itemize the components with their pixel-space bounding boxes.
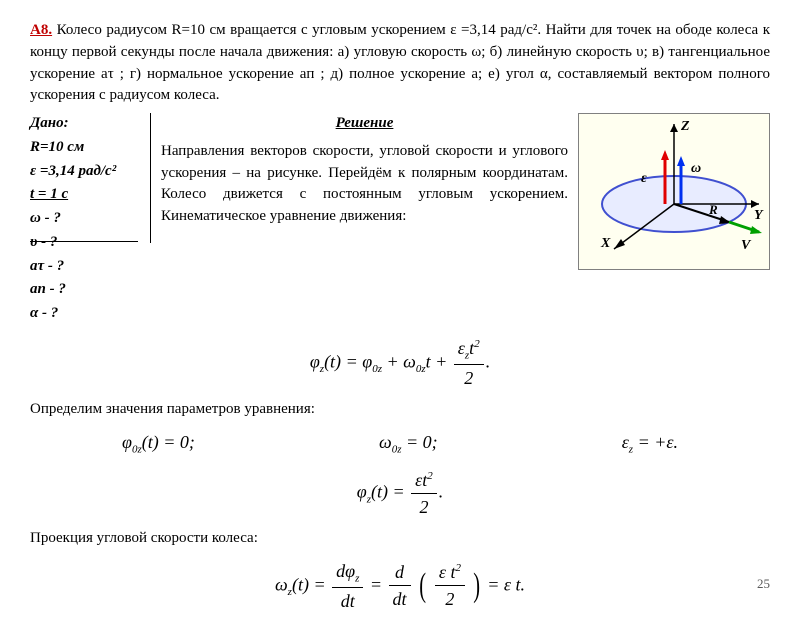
problem-label: А8.: [30, 22, 52, 38]
equation-phi-simplified: φz(t) = εt2 2 .: [30, 467, 770, 520]
axis-x-label: X: [600, 236, 611, 251]
given-q1: ω - ?: [30, 208, 145, 230]
axis-y-label: Y: [754, 208, 764, 223]
solution-title: Решение: [161, 113, 568, 135]
given-q4: aп - ?: [30, 279, 145, 301]
equation-initial-conditions: φ0z(t) = 0; ω0z = 0; εz = +ε.: [30, 429, 770, 459]
given-q5: α - ?: [30, 303, 145, 325]
given-vline: [150, 113, 151, 243]
given-block: Дано: R=10 см ε =3,14 рад/с² t = 1 c ω -…: [30, 113, 151, 327]
line-angular-velocity: Проекция угловой скорости колеса:: [30, 528, 770, 550]
page-number: 25: [757, 575, 770, 594]
given-hline: [30, 241, 138, 242]
r-label: R: [708, 202, 718, 217]
given-t: t = 1 c: [30, 184, 145, 206]
line-define-params: Определим значения параметров уравнения:: [30, 399, 770, 421]
omega-label: ω: [691, 161, 701, 176]
content-row: Дано: R=10 см ε =3,14 рад/с² t = 1 c ω -…: [30, 113, 770, 327]
given-eps: ε =3,14 рад/с²: [30, 161, 145, 183]
given-r: R=10 см: [30, 137, 145, 159]
solution-block: Решение Направления векторов скорости, у…: [161, 113, 568, 228]
equation-omega-projection: ωz(t) = dφz dt = d dt ( ε t2 2 ) = ε t.: [30, 558, 770, 615]
problem-text: Колесо радиусом R=10 см вращается с угло…: [30, 22, 770, 103]
eps-label: ε: [641, 171, 647, 186]
problem-statement: А8. Колесо радиусом R=10 см вращается с …: [30, 20, 770, 107]
given-q3: aτ - ?: [30, 256, 145, 278]
given-q2: υ - ?: [30, 232, 145, 254]
given-title: Дано:: [30, 113, 145, 135]
axis-z-label: Z: [680, 119, 690, 134]
solution-para: Направления векторов скорости, угловой с…: [161, 141, 568, 228]
kinematics-diagram: X Y Z ε ω R V: [578, 113, 770, 270]
equation-kinematic: φz(t) = φ0z + ω0zt + εzt2 2 .: [30, 335, 770, 392]
